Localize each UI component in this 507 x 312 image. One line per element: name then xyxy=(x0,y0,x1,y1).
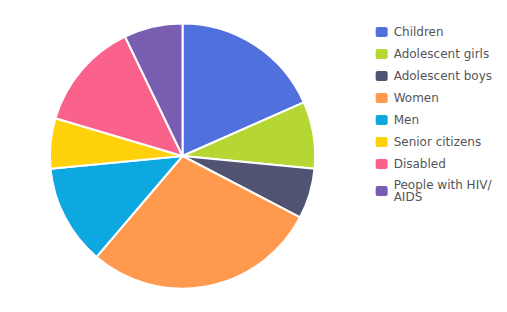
svg-text:Children: Children xyxy=(394,25,444,39)
svg-text:Women: Women xyxy=(394,91,439,105)
svg-text:Men: Men xyxy=(394,113,419,127)
svg-text:AIDS: AIDS xyxy=(394,190,423,204)
svg-text:Adolescent girls: Adolescent girls xyxy=(394,47,490,61)
svg-text:Senior citizens: Senior citizens xyxy=(394,135,482,149)
svg-text:People with HIV/: People with HIV/ xyxy=(393,178,492,192)
svg-text:Adolescent boys: Adolescent boys xyxy=(394,69,492,83)
svg-text:Disabled: Disabled xyxy=(394,157,446,171)
